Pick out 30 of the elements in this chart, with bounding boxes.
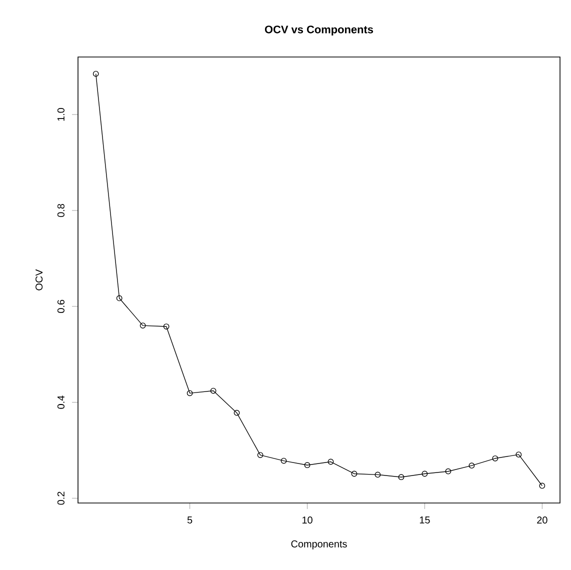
y-tick-label: 0.2 — [57, 492, 64, 505]
point — [328, 458, 334, 465]
y-axis-title: OCV — [36, 269, 43, 290]
x-tick-label: 15 — [420, 516, 430, 524]
point — [116, 295, 122, 302]
point — [210, 388, 216, 394]
point — [280, 458, 287, 464]
point — [374, 472, 381, 478]
point — [351, 470, 358, 477]
point — [234, 410, 240, 416]
point — [422, 470, 428, 477]
point — [163, 324, 170, 330]
point — [468, 462, 475, 469]
x-axis-title: Components — [291, 540, 347, 550]
y-tick-label: 0.8 — [57, 204, 64, 217]
point — [445, 468, 452, 474]
point — [492, 455, 498, 462]
point — [257, 452, 264, 458]
x-tick-label: 10 — [302, 516, 312, 524]
x-tick-label: 20 — [537, 516, 548, 524]
x-tick-label: 5 — [187, 516, 192, 524]
point — [140, 322, 146, 329]
y-tick-label: 1.0 — [57, 108, 64, 121]
y-tick-label: 0.6 — [57, 300, 64, 313]
point — [398, 474, 404, 480]
point — [304, 462, 310, 468]
y-tick-label: 0.4 — [57, 396, 64, 409]
point — [186, 390, 193, 396]
chart-title: OCV vs Components — [264, 26, 374, 36]
point — [516, 452, 522, 458]
